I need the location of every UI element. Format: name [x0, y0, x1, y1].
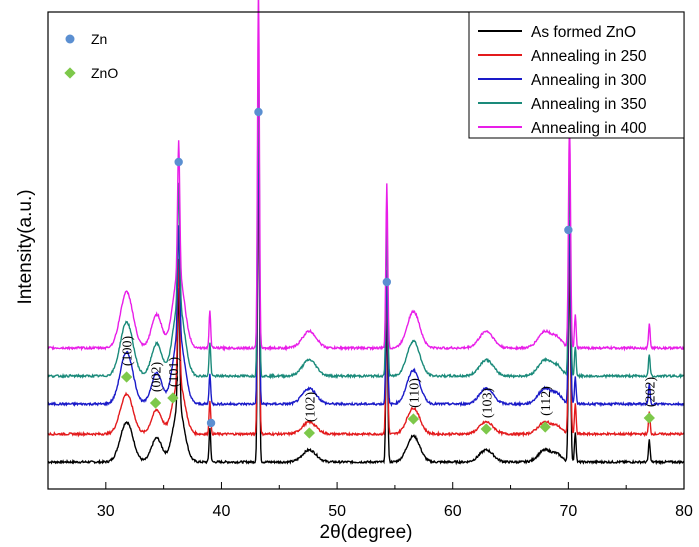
- zno-marker-5: [480, 423, 492, 435]
- zn-marker-0: [254, 107, 263, 117]
- hkl-label-100: (100): [121, 336, 136, 367]
- plot-frame: [47, 11, 685, 490]
- zno-marker-6: [539, 421, 551, 433]
- zn-marker-3: [564, 225, 573, 235]
- plot-area: (100) (002) (101) (102) (110) (103) (112) (202)…: [47, 0, 693, 520]
- zno-marker-1: [149, 397, 162, 409]
- zno-marker-0: [120, 371, 133, 383]
- hkl-label-103: (103): [480, 388, 495, 419]
- x-axis-ticks: 30 40 50 60 70 80: [47, 482, 693, 520]
- x-tick-label-50: 50: [328, 503, 346, 520]
- hkl-label-002: (002): [150, 362, 165, 393]
- x-tick-label-40: 40: [213, 503, 231, 520]
- zn-marker-legend-label: Zn: [91, 31, 107, 47]
- zno-marker-3: [303, 427, 315, 439]
- hkl-label-112: (112): [539, 386, 554, 416]
- legend-label-400: Annealing in 400: [531, 120, 647, 137]
- hkl-label-110: (110): [407, 378, 422, 408]
- zno-marker-2: [167, 392, 179, 404]
- series-line-annealing-in-350: [47, 44, 685, 380]
- x-tick-label-60: 60: [444, 503, 462, 520]
- series-line-annealing-in-250: [47, 103, 685, 438]
- legend-box: [468, 11, 685, 139]
- zn-marker-2: [382, 277, 392, 287]
- zno-marker-4: [407, 413, 420, 425]
- zn-marker-1: [174, 157, 183, 167]
- series-line-annealing-in-300: [47, 107, 685, 408]
- zn-marker-4: [206, 418, 216, 428]
- series-lines: [47, 0, 685, 466]
- marker-legend: Zn ZnO: [64, 31, 118, 81]
- y-axis-title: Intensity(a.u.): [15, 189, 36, 304]
- legend: As formed ZnO Annealing in 250 Annealing…: [468, 11, 685, 139]
- legend-label-300: Annealing in 300: [531, 72, 647, 89]
- peak-annotations: (100) (002) (101) (102) (110) (103) (112) (202): [121, 336, 659, 423]
- legend-label-250: Annealing in 250: [531, 48, 647, 65]
- series-line-as-formed-zno: [47, 131, 685, 466]
- zno-marker-legend-icon: [64, 67, 76, 79]
- zn-marker-legend-icon: [65, 34, 75, 44]
- hkl-label-102: (102): [303, 392, 318, 423]
- zno-marker-7: [643, 412, 655, 424]
- zno-marker-legend-label: ZnO: [91, 65, 118, 81]
- hkl-label-101: (101): [167, 357, 182, 388]
- x-axis-title: 2θ(degree): [320, 522, 413, 543]
- series-line-annealing-in-400: [47, 0, 685, 352]
- x-tick-label-70: 70: [559, 503, 577, 520]
- legend-label-as-formed: As formed ZnO: [531, 24, 636, 41]
- x-tick-label-30: 30: [97, 503, 115, 520]
- x-tick-label-80: 80: [675, 503, 693, 520]
- legend-label-350: Annealing in 350: [531, 96, 647, 113]
- hkl-label-202: (202): [643, 377, 658, 408]
